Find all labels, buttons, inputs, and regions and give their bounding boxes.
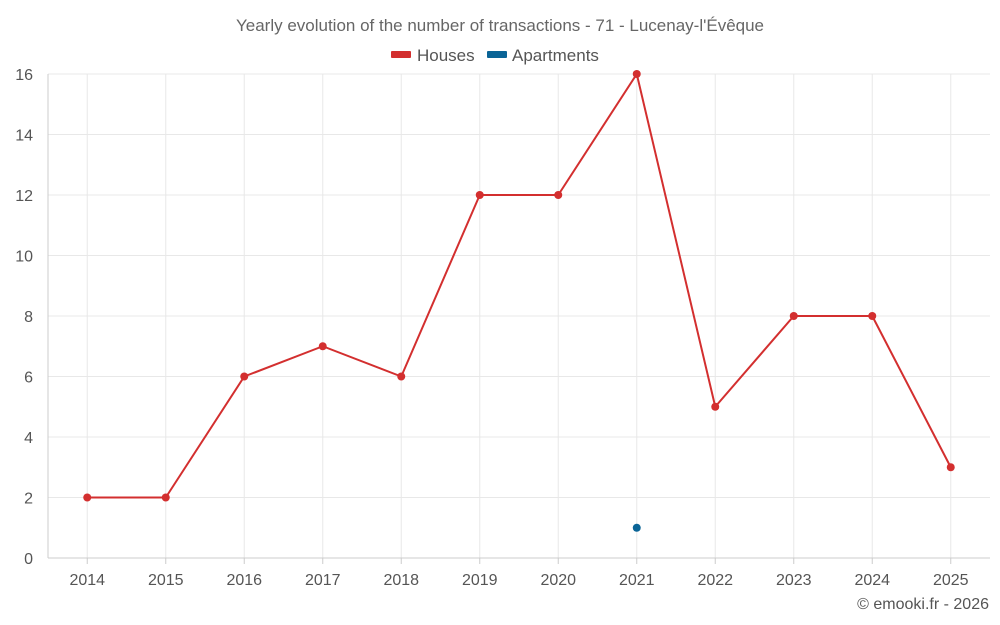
y-tick-label: 8 bbox=[24, 309, 33, 326]
data-point-houses[interactable] bbox=[632, 70, 641, 78]
y-tick-label: 0 bbox=[24, 551, 33, 568]
axes: 0 2 4 6 8 10 12 14 16 2014 2015 2016 2017 2018 2019 202… bbox=[15, 67, 990, 589]
x-tick-label: 2016 bbox=[226, 572, 262, 589]
legend: Houses Apartments bbox=[391, 46, 599, 65]
x-tick-label: 2015 bbox=[148, 572, 184, 589]
data-point-houses[interactable] bbox=[475, 191, 484, 199]
series bbox=[83, 70, 955, 532]
x-tick-label: 2024 bbox=[854, 572, 890, 589]
y-tick-label: 16 bbox=[15, 67, 33, 84]
x-tick-label: 2014 bbox=[69, 572, 105, 589]
y-tick-label: 14 bbox=[15, 128, 33, 145]
y-tick-label: 10 bbox=[15, 249, 33, 266]
x-tick-label: 2020 bbox=[540, 572, 576, 589]
x-tick-label: 2025 bbox=[933, 572, 969, 589]
y-tick-label: 6 bbox=[24, 370, 33, 387]
x-tick-label: 2022 bbox=[697, 572, 733, 589]
legend-item-apartments[interactable]: Apartments bbox=[487, 46, 599, 65]
x-tick-label: 2023 bbox=[776, 572, 812, 589]
y-tick-label: 2 bbox=[24, 491, 33, 508]
data-point-houses[interactable] bbox=[318, 342, 327, 351]
legend-label-apartments: Apartments bbox=[512, 46, 599, 65]
legend-swatch-apartments bbox=[487, 51, 507, 58]
y-tick-label: 12 bbox=[15, 188, 33, 205]
credit-text: © emooki.fr - 2026 bbox=[857, 596, 989, 613]
x-tick-label: 2019 bbox=[462, 572, 498, 589]
data-point-houses[interactable] bbox=[789, 312, 798, 320]
data-point-houses[interactable] bbox=[83, 493, 92, 502]
x-tick-label: 2017 bbox=[305, 572, 341, 589]
y-tick-label: 4 bbox=[24, 430, 33, 447]
data-point-houses[interactable] bbox=[946, 463, 955, 472]
x-tick-label: 2021 bbox=[619, 572, 655, 589]
x-tick-label: 2018 bbox=[383, 572, 419, 589]
chart-title: Yearly evolution of the number of transa… bbox=[236, 16, 764, 35]
data-point-houses[interactable] bbox=[868, 312, 877, 320]
data-point-houses[interactable] bbox=[711, 402, 720, 411]
data-point-houses[interactable] bbox=[161, 493, 170, 502]
data-point-houses[interactable] bbox=[240, 372, 249, 381]
legend-swatch-houses bbox=[391, 51, 411, 58]
data-point-houses[interactable] bbox=[397, 372, 406, 381]
legend-label-houses: Houses bbox=[417, 46, 475, 65]
legend-item-houses[interactable]: Houses bbox=[391, 46, 475, 65]
data-point-houses[interactable] bbox=[554, 191, 563, 199]
series-line-houses bbox=[87, 73, 952, 499]
data-point-apartments[interactable] bbox=[632, 523, 641, 532]
